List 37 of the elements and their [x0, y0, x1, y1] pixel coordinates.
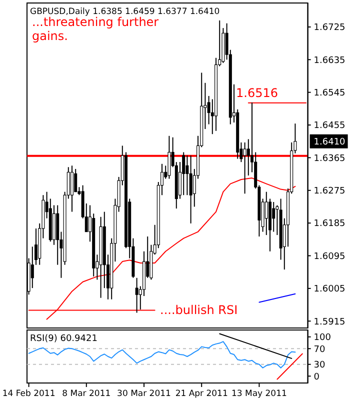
candlestick	[276, 204, 279, 236]
annotation: ...threatening further gains.	[32, 15, 159, 43]
y-tick-label: 1.6095	[314, 252, 346, 262]
annotation: ....bullish RSI	[160, 303, 238, 318]
x-tick-label: 8 Mar 2011	[62, 389, 111, 399]
candlestick	[74, 168, 78, 192]
y-tick-label: 1.6365	[314, 154, 346, 164]
candlestick	[168, 135, 171, 180]
candlestick	[70, 165, 74, 212]
candlestick	[264, 191, 268, 236]
candlestick	[135, 277, 138, 314]
y-tick-label: 1.6545	[314, 88, 346, 98]
y-tick-label: 1.6185	[314, 219, 346, 230]
y-tick-label: 1.5915	[314, 317, 346, 328]
annotation: 1.6410	[314, 138, 346, 148]
y-tick-label: 1.6635	[314, 56, 346, 66]
candlestick	[272, 201, 276, 232]
y-tick-label: 70	[314, 344, 326, 355]
y-tick-label: 1.6275	[314, 186, 346, 197]
text: GBPUSD,Daily 1.6385 1.6459 1.6377 1.6410	[30, 7, 220, 17]
x-tick-label: 14 Feb 2011	[2, 389, 56, 399]
candlestick	[189, 155, 192, 224]
line-series	[28, 341, 296, 368]
candlestick	[186, 155, 189, 196]
x-tick-label: 21 Apr 2011	[175, 389, 228, 399]
x-tick-label: 30 Mar 2011	[117, 389, 171, 399]
candlestick	[243, 142, 246, 194]
y-tick-label: 1.6455	[314, 121, 346, 132]
y-tick-label: 1.6725	[314, 23, 346, 34]
y-tick-label: 30	[314, 360, 326, 370]
y-tick-label: 1.6005	[314, 284, 346, 295]
chart-title: RSI(9) 60.9421	[30, 334, 98, 344]
x-tick-label: 13 May 2011	[231, 389, 287, 399]
y-tick-label: 0	[314, 372, 320, 382]
candlestick	[182, 152, 186, 196]
y-tick-label: 100	[314, 333, 332, 344]
annotation: 1.6516	[236, 86, 278, 100]
